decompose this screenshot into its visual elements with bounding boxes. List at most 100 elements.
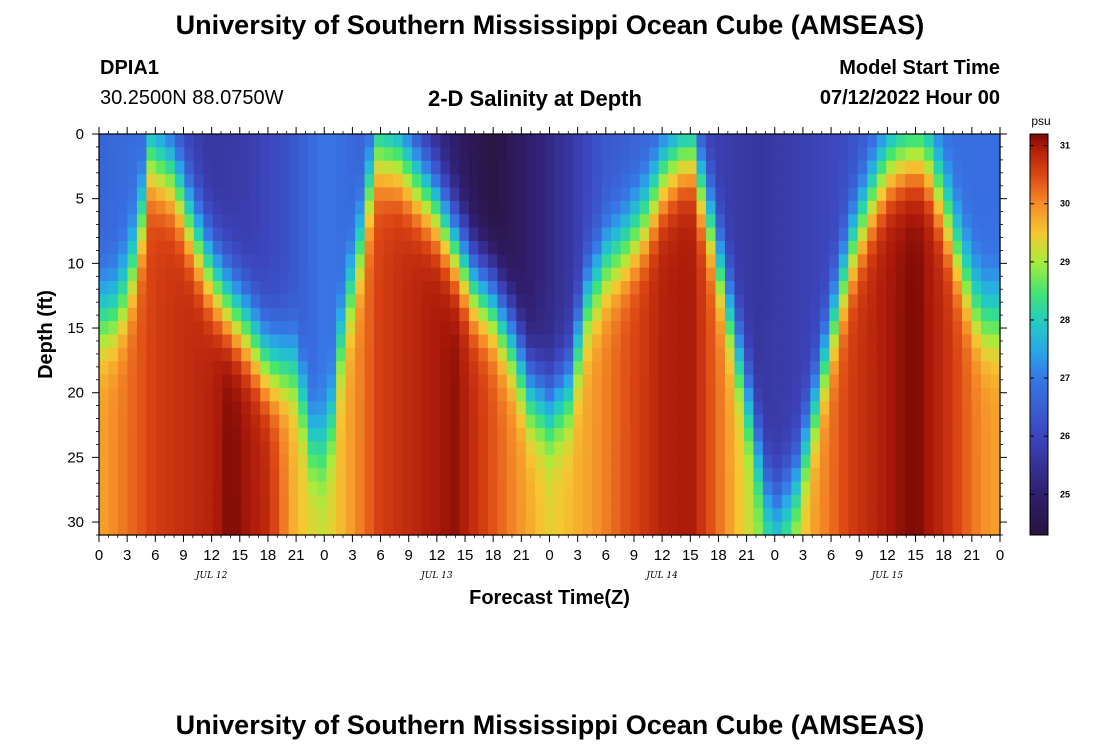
heatmap-cell [336,227,347,242]
heatmap-cell [487,387,498,402]
heatmap-cell [990,227,1001,242]
heatmap-cell [468,134,479,148]
heatmap-cell [478,387,489,402]
heatmap-cell [241,468,252,483]
heatmap-cell [99,428,110,443]
heatmap-cell [288,281,299,295]
heatmap-cell [924,160,935,175]
heatmap-cell [269,468,280,483]
heatmap-cell [573,347,584,362]
heatmap-cell [288,254,299,269]
heatmap-cell [734,254,745,269]
heatmap-cell [990,374,1001,389]
heatmap-cell [411,387,423,402]
heatmap-cell [649,321,660,336]
heatmap-cell [791,294,802,309]
heatmap-cell [658,508,669,523]
heatmap-cell [241,227,252,242]
heatmap-cell [620,481,631,496]
heatmap-cell [535,428,546,443]
heatmap-cell [402,321,413,336]
heatmap-cell [298,387,309,402]
heatmap-cell [962,494,973,509]
heatmap-cell [459,321,470,336]
heatmap-cell [374,227,385,242]
heatmap-cell [279,468,290,483]
heatmap-cell [317,134,328,148]
heatmap-cell [592,361,603,376]
heatmap-cell [753,294,764,309]
heatmap-cell [203,281,214,295]
heatmap-cell [279,374,290,389]
heatmap-cell [914,147,925,162]
heatmap-cell [288,240,299,255]
heatmap-cell [658,374,669,389]
heatmap-cell [393,361,404,376]
heatmap-cell [990,481,1001,496]
heatmap-cell [658,321,669,336]
heatmap-cell [715,374,726,389]
heatmap-cell [544,508,555,523]
heatmap-cell [762,227,773,242]
heatmap-cell [260,134,271,148]
heatmap-cell [772,160,783,175]
heatmap-cell [459,294,470,309]
heatmap-cell [592,254,603,269]
heatmap-cell [421,134,432,148]
heatmap-cell [411,347,423,362]
heatmap-cell [639,200,650,215]
heatmap-cell [269,174,280,189]
heatmap-cell [592,441,603,456]
heatmap-cell [895,200,906,215]
heatmap-cell [212,387,223,402]
heatmap-cell [582,441,593,456]
heatmap-cell [449,481,460,496]
heatmap-cell [269,147,280,162]
heatmap-cell [430,481,442,496]
heatmap-cell [952,214,963,229]
x-tick-label: 18 [710,547,727,564]
heatmap-cell [943,361,954,376]
heatmap-cell [743,160,755,175]
heatmap-cell [402,160,413,175]
heatmap-cell [819,160,830,175]
heatmap-cell [696,374,707,389]
heatmap-cell [525,294,536,309]
heatmap-cell [487,267,498,282]
heatmap-cell [421,160,432,175]
heatmap-cell [117,267,129,282]
heatmap-cell [649,468,660,483]
heatmap-cell [459,454,470,469]
heatmap-cell [601,374,612,389]
heatmap-cell [819,307,830,322]
heatmap-cell [715,521,726,536]
heatmap-cell [924,307,935,322]
heatmap-cell [535,334,546,349]
heatmap-cell [724,174,736,189]
heatmap-cell [525,134,536,148]
heatmap-cell [544,147,555,162]
heatmap-cell [193,267,204,282]
heatmap-cell [459,160,470,175]
heatmap-cell [630,347,641,362]
heatmap-cell [857,267,868,282]
heatmap-cell [781,454,792,469]
heatmap-cell [943,200,954,215]
heatmap-cell [355,387,366,402]
heatmap-cell [411,508,423,523]
heatmap-cell [127,401,138,416]
heatmap-cell [781,334,792,349]
heatmap-cell [516,160,527,175]
heatmap-cell [705,240,717,255]
heatmap-cell [677,494,688,509]
heatmap-cell [468,521,479,536]
heatmap-cell [165,468,176,483]
heatmap-cell [165,374,176,389]
heatmap-cell [497,494,508,509]
heatmap-cell [117,187,129,202]
heatmap-cell [705,134,717,148]
heatmap-cell [971,307,982,322]
heatmap-cell [184,387,195,402]
heatmap-cell [364,147,375,162]
heatmap-cell [99,334,110,349]
